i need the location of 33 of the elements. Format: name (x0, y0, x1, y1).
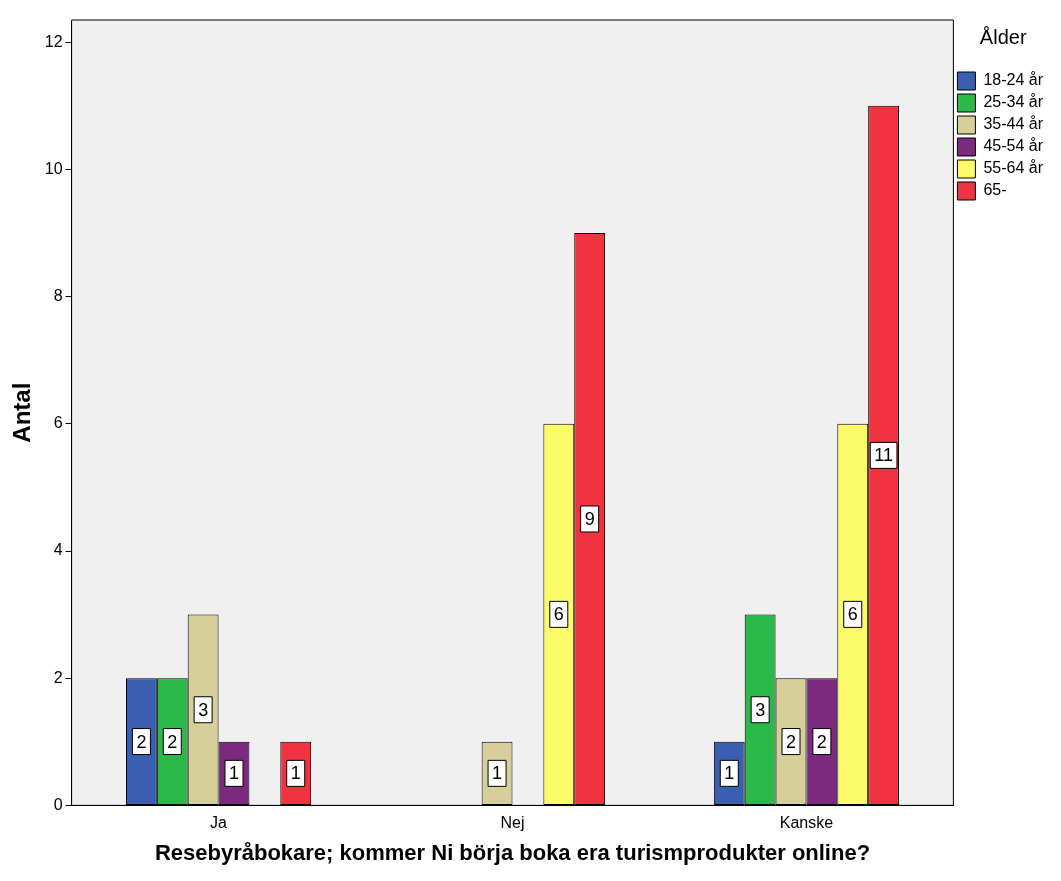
data-label: 2 (786, 731, 797, 752)
y-tick-label: 2 (53, 668, 63, 686)
legend-label: 18-24 år (983, 71, 1044, 89)
x-tick-label: Ja (210, 814, 228, 832)
y-tick-label: 4 (53, 541, 63, 559)
data-label: 1 (492, 763, 503, 784)
y-tick-label: 0 (53, 795, 63, 813)
data-label: 1 (290, 763, 301, 784)
data-label: 6 (553, 604, 564, 625)
y-axis-title: Antal (8, 382, 36, 443)
x-axis-title: Resebyråbokare; kommer Ni börja boka era turismprodukter online? (154, 839, 871, 865)
data-label: 3 (755, 699, 766, 720)
y-tick-label: 6 (53, 414, 63, 432)
data-label: 9 (584, 508, 595, 529)
data-label: 2 (816, 731, 827, 752)
y-tick-label: 10 (44, 159, 63, 177)
legend-label: 35-44 år (983, 115, 1044, 133)
legend-label: 25-34 år (983, 93, 1044, 111)
x-tick-label: Nej (500, 814, 525, 832)
data-label: 6 (847, 604, 858, 625)
data-label: 3 (198, 699, 209, 720)
data-label: 1 (228, 763, 239, 784)
data-label: 1 (724, 763, 735, 784)
data-label: 11 (874, 445, 893, 466)
legend-title: Ålder (979, 25, 1027, 48)
y-tick-label: 8 (53, 287, 63, 305)
legend-label: 65- (983, 181, 1007, 199)
legend-label: 55-64 år (983, 159, 1044, 177)
y-tick-label: 12 (44, 32, 63, 50)
data-label: 2 (167, 731, 178, 752)
legend-label: 45-54 år (983, 137, 1044, 155)
data-label: 2 (136, 731, 147, 752)
x-tick-label: Kanske (779, 814, 834, 832)
